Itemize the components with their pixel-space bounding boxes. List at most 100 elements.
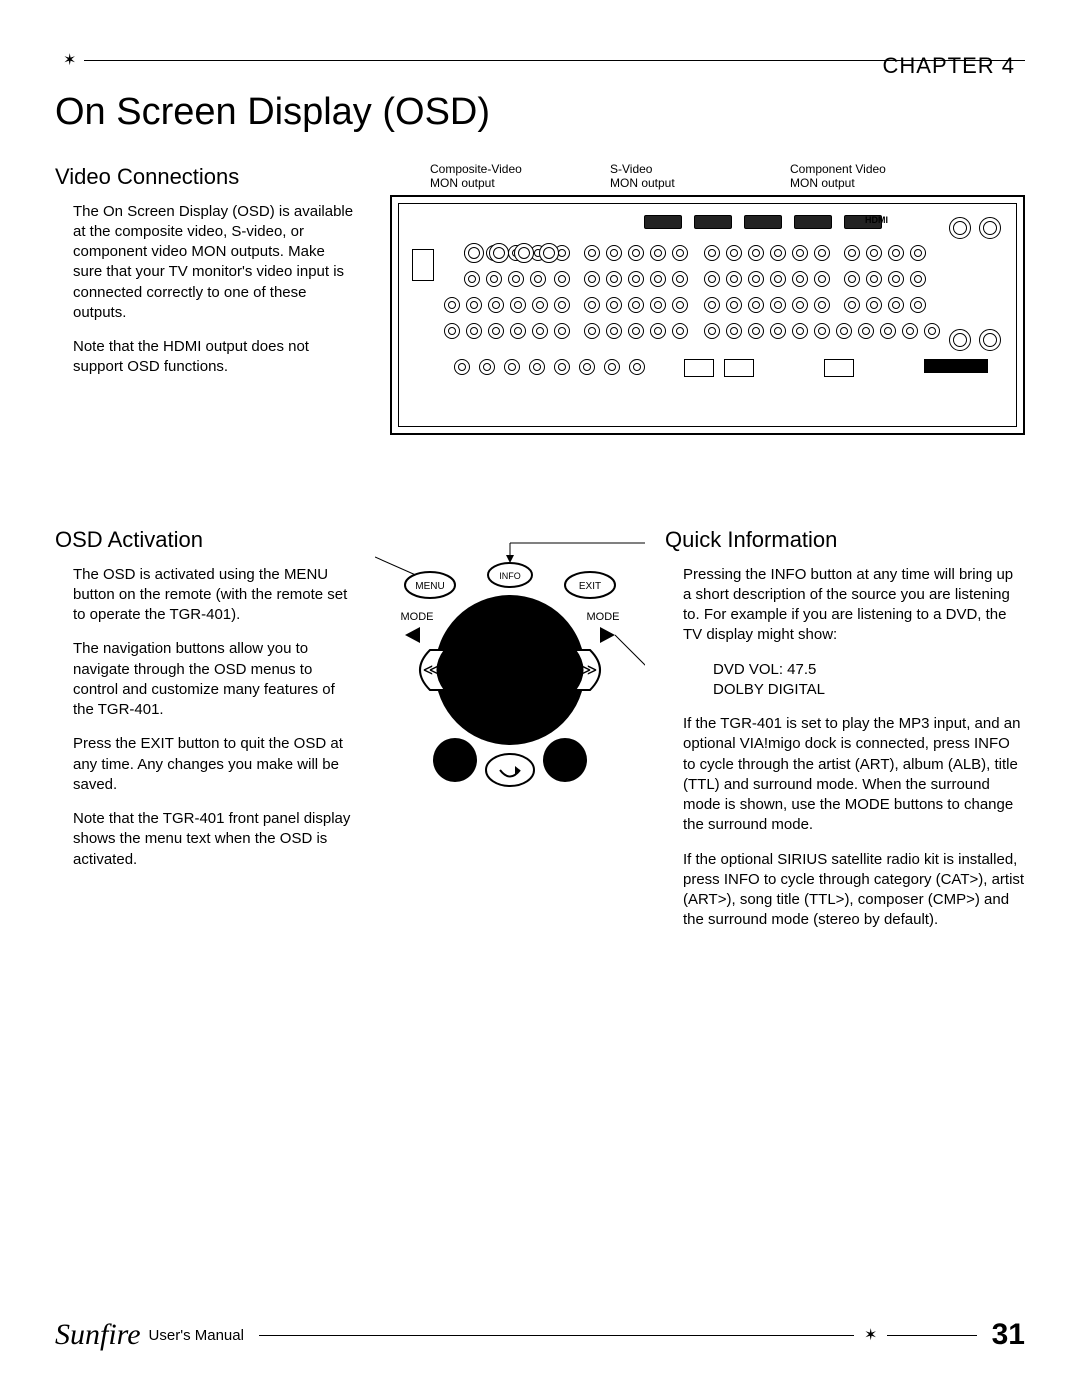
panel-callout-labels: Composite-Video MON output S-Video MON o… [390, 162, 1025, 190]
rca-jack-icon [748, 323, 764, 339]
rca-jack-icon [814, 271, 830, 287]
rca-jack-icon [486, 271, 502, 287]
rca-jack-icon [888, 297, 904, 313]
rca-jack-icon [628, 297, 644, 313]
rca-jack-icon [814, 323, 830, 339]
rca-jack-icon [454, 359, 470, 375]
rca-jack-icon [504, 359, 520, 375]
rca-jack-icon [466, 323, 482, 339]
left-arrow-icon [405, 627, 420, 643]
label-component-2: MON output [790, 176, 910, 190]
rca-jack-icon [532, 297, 548, 313]
rca-jack-icon [792, 323, 808, 339]
rca-jack-icon [488, 297, 504, 313]
panel-jack-grid [404, 209, 1011, 421]
hdmi-port-icon [644, 215, 682, 229]
osd-para1: The OSD is activated using the MENU butt… [55, 565, 355, 626]
qi-para3: If the optional SIRIUS satellite radio k… [665, 850, 1025, 931]
svideo-jack-icon [489, 243, 509, 263]
rca-jack-icon [584, 271, 600, 287]
osd-activation-heading: OSD Activation [55, 525, 355, 555]
bottom-button-center [486, 754, 534, 786]
hdmi-port-icon [744, 215, 782, 229]
footer-manual: User's Manual [149, 1327, 244, 1344]
bottom-button-left [433, 738, 477, 782]
osd-para2: The navigation buttons allow you to navi… [55, 639, 355, 720]
menu-button-label: MENU [415, 581, 444, 592]
rca-jack-icon [902, 323, 918, 339]
rear-panel-area: Composite-Video MON output S-Video MON o… [390, 162, 1025, 435]
rca-jack-icon [888, 245, 904, 261]
rca-jack-icon [844, 271, 860, 287]
rca-jack-icon [792, 297, 808, 313]
port-icon [724, 359, 754, 377]
rca-jack-icon [792, 271, 808, 287]
rca-jack-icon [770, 297, 786, 313]
port-icon [824, 359, 854, 377]
rca-jack-icon [866, 297, 882, 313]
rca-jack-icon [858, 323, 874, 339]
page-title: On Screen Display (OSD) [55, 91, 1025, 134]
label-composite-1: Composite-Video [430, 162, 550, 176]
svg-text:≫: ≫ [581, 662, 598, 679]
rca-jack-icon [554, 297, 570, 313]
label-svideo: S-Video MON output [610, 162, 730, 190]
rca-jack-icon [792, 245, 808, 261]
right-arrow-icon [600, 627, 615, 643]
rca-jack-icon [650, 271, 666, 287]
svideo-jack-icon [514, 243, 534, 263]
osd-para4: Note that the TGR-401 front panel displa… [55, 809, 355, 870]
page-footer: Sunfire User's Manual ✶ 31 [55, 1318, 1025, 1352]
rca-jack-icon [554, 271, 570, 287]
mode-label-left: MODE [401, 611, 434, 623]
rca-jack-icon [770, 245, 786, 261]
remote-diagram: MENU INFO EXIT MODE MODE ≪ ≫ [375, 525, 645, 945]
star-ornament-icon: ✶ [63, 50, 76, 70]
rca-jack-icon [726, 271, 742, 287]
qi-para1: Pressing the INFO button at any time wil… [665, 565, 1025, 646]
video-connections-row: Video Connections The On Screen Display … [55, 162, 1025, 435]
rear-panel-diagram: HDMI [390, 195, 1025, 435]
rca-jack-icon [704, 297, 720, 313]
vc-para1: The On Screen Display (OSD) is available… [55, 202, 355, 324]
rca-jack-icon [466, 297, 482, 313]
rca-jack-icon [770, 271, 786, 287]
rca-jack-icon [910, 271, 926, 287]
rca-jack-icon [814, 245, 830, 261]
svideo-jack-icon [464, 243, 484, 263]
rca-jack-icon [628, 245, 644, 261]
rca-jack-icon [748, 245, 764, 261]
label-composite: Composite-Video MON output [430, 162, 550, 190]
rca-jack-icon [606, 323, 622, 339]
binding-post-icon [979, 329, 1001, 351]
rca-jack-icon [704, 271, 720, 287]
rca-jack-icon [554, 359, 570, 375]
rca-jack-icon [672, 297, 688, 313]
rca-jack-icon [444, 323, 460, 339]
exit-button-label: EXIT [579, 581, 601, 592]
rca-jack-icon [672, 271, 688, 287]
label-composite-2: MON output [430, 176, 550, 190]
rca-jack-icon [530, 271, 546, 287]
label-svideo-1: S-Video [610, 162, 730, 176]
rca-jack-icon [628, 271, 644, 287]
video-connections-heading: Video Connections [55, 162, 355, 192]
rca-jack-icon [814, 297, 830, 313]
rca-jack-icon [910, 297, 926, 313]
rca-jack-icon [479, 359, 495, 375]
svideo-jack-icon [539, 243, 559, 263]
rca-jack-icon [584, 323, 600, 339]
page-number: 31 [992, 1318, 1025, 1352]
rca-jack-icon [529, 359, 545, 375]
rca-jack-icon [650, 297, 666, 313]
rca-jack-icon [488, 323, 504, 339]
qi-sample-line1: DVD VOL: 47.5 [713, 660, 1025, 680]
footer-star-icon: ✶ [864, 1325, 877, 1345]
remote-svg: MENU INFO EXIT MODE MODE ≪ ≫ [375, 535, 645, 805]
binding-post-icon [949, 217, 971, 239]
info-button-label: INFO [499, 571, 521, 581]
rca-jack-icon [672, 323, 688, 339]
footer-line-1 [259, 1335, 854, 1336]
rca-jack-icon [650, 323, 666, 339]
chapter-label: CHAPTER 4 [55, 53, 1025, 79]
